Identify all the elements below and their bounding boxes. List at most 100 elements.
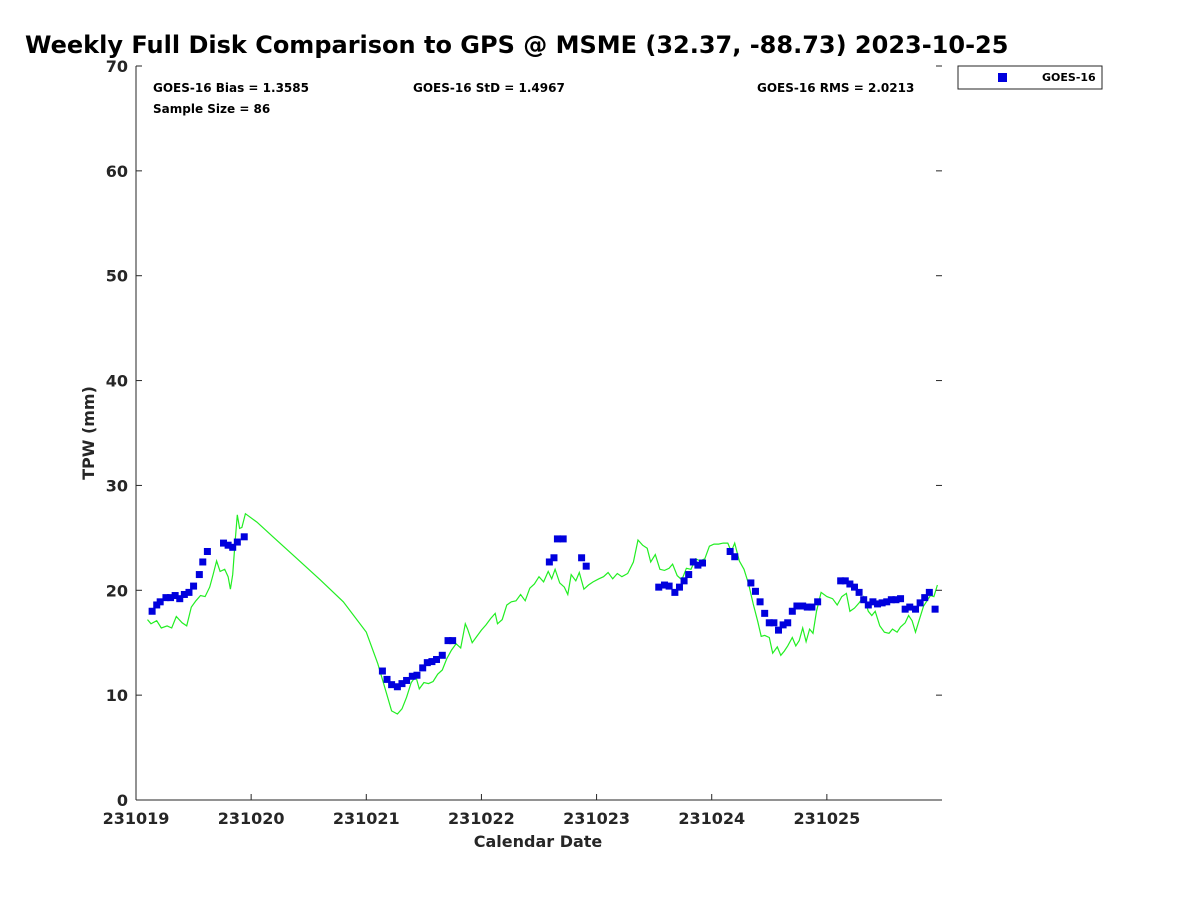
goes-16-point xyxy=(413,671,421,679)
goes-16-point xyxy=(383,675,391,683)
goes-16-point xyxy=(803,603,811,611)
goes-16-point xyxy=(756,598,764,606)
goes-16-point xyxy=(931,605,939,613)
goes-16-point xyxy=(841,577,849,585)
gps-series xyxy=(147,512,938,715)
legend-label-goes-16: GOES-16 xyxy=(1042,71,1096,84)
x-tick-label: 231024 xyxy=(678,809,745,828)
goes-16-point xyxy=(444,637,452,645)
goes-16-point xyxy=(393,683,401,691)
goes-16-point xyxy=(655,583,663,591)
goes-16-point xyxy=(553,535,561,543)
y-tick-label: 60 xyxy=(106,162,128,181)
goes-16-point xyxy=(788,607,796,615)
chart-title: Weekly Full Disk Comparison to GPS @ MSM… xyxy=(25,31,1008,59)
y-tick-label: 20 xyxy=(106,581,128,600)
goes-16-point xyxy=(240,533,248,541)
y-tick-label: 50 xyxy=(106,267,128,286)
goes-16-point xyxy=(428,658,436,666)
goes-16-point xyxy=(398,680,406,688)
goes-16-point xyxy=(167,594,175,602)
goes-16-point xyxy=(171,592,179,600)
goes-16-point xyxy=(765,619,773,627)
axes xyxy=(135,66,942,801)
goes-16-point xyxy=(680,577,688,585)
goes-16-point xyxy=(545,558,553,566)
goes-16-point xyxy=(921,594,929,602)
goes-16-point xyxy=(808,603,816,611)
goes-16-point xyxy=(774,626,782,634)
y-tick-label: 40 xyxy=(106,372,128,391)
goes-16-point xyxy=(799,602,807,610)
goes-16-point xyxy=(671,588,679,596)
std-stat: GOES-16 StD = 1.4967 xyxy=(413,81,565,95)
goes-16-point xyxy=(892,596,900,604)
y-tick-label: 70 xyxy=(106,57,128,76)
goes-16-point xyxy=(550,554,558,562)
goes-16-point xyxy=(195,571,203,579)
goes-16-point xyxy=(846,580,854,588)
goes-16-point xyxy=(578,554,586,562)
goes-16-point xyxy=(180,590,188,598)
y-tick-label: 0 xyxy=(117,791,128,810)
goes-16-point xyxy=(747,579,755,587)
goes-16-point xyxy=(675,583,683,591)
y-tick-label: 10 xyxy=(106,686,128,705)
goes-16-point xyxy=(233,538,241,546)
goes-16-point xyxy=(751,587,759,595)
goes-16-point xyxy=(869,598,877,606)
goes-16-point xyxy=(220,539,228,547)
goes-16-point xyxy=(925,588,933,596)
goes-16-point xyxy=(419,664,427,672)
plot-area xyxy=(147,512,939,715)
goes-16-point xyxy=(378,667,386,675)
goes-16-point xyxy=(731,553,739,561)
x-axis-label: Calendar Date xyxy=(474,832,603,851)
goes-16-point xyxy=(176,595,184,603)
x-tick-label: 231020 xyxy=(218,809,285,828)
goes-16-point xyxy=(559,535,567,543)
goes-16-point xyxy=(793,602,801,610)
goes-16-point xyxy=(887,596,895,604)
legend: GOES-16 xyxy=(957,65,1103,90)
rms-stat: GOES-16 RMS = 2.0213 xyxy=(757,81,914,95)
y-axis-label: TPW (mm) xyxy=(79,386,98,480)
goes-16-point xyxy=(423,659,431,667)
goes-16-point xyxy=(148,607,156,615)
goes-16-point xyxy=(770,619,778,627)
goes-16-point xyxy=(438,651,446,659)
sample-size-stat: Sample Size = 86 xyxy=(153,102,270,116)
y-ticks: 0 10 20 30 40 50 60 70 xyxy=(106,57,942,810)
goes-16-point xyxy=(433,655,441,663)
goes-16-point xyxy=(661,581,669,589)
goes-16-point xyxy=(408,672,416,680)
x-tick-label: 231025 xyxy=(793,809,860,828)
gps-line xyxy=(147,512,938,715)
goes-16-point xyxy=(582,562,590,570)
goes-16-point xyxy=(864,601,872,609)
goes-16-point xyxy=(855,588,863,596)
goes-16-point xyxy=(874,600,882,608)
goes-16-point xyxy=(449,637,457,645)
goes-16-point xyxy=(203,547,211,555)
goes-16-point xyxy=(897,595,905,603)
x-tick-label: 231021 xyxy=(333,809,400,828)
goes-16-point xyxy=(199,558,207,566)
x-tick-label: 231022 xyxy=(448,809,515,828)
goes-16-point xyxy=(190,582,198,590)
bias-stat: GOES-16 Bias = 1.3585 xyxy=(153,81,309,95)
goes-16-point xyxy=(901,605,909,613)
goes-16-point xyxy=(156,598,164,606)
goes-16-point xyxy=(837,577,845,585)
goes-16-point xyxy=(224,541,232,549)
goes-16-point xyxy=(784,619,792,627)
goes-16-point xyxy=(912,605,920,613)
goes-16-point xyxy=(699,559,707,567)
goes-16-point xyxy=(665,582,673,590)
x-ticks: 231019 231020 231021 231022 231023 231024 2310… xyxy=(103,794,860,828)
goes-16-point xyxy=(761,609,769,617)
legend-marker-goes-16 xyxy=(998,73,1007,82)
goes-16-point xyxy=(726,547,734,555)
goes-16-point xyxy=(916,599,924,607)
y-tick-label: 30 xyxy=(106,476,128,495)
